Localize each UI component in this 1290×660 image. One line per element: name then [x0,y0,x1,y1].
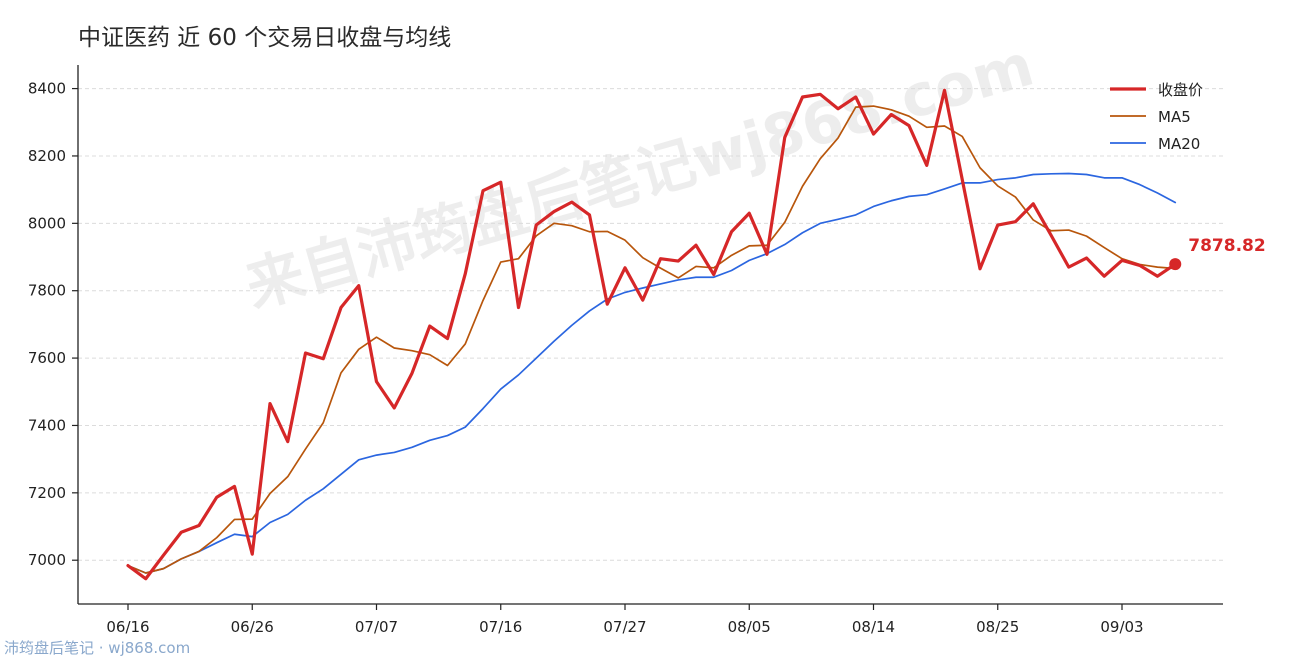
y-tick-label: 7400 [28,416,66,434]
y-tick-label: 8400 [28,80,66,98]
legend-label: 收盘价 [1158,81,1203,99]
legend: 收盘价 MA5 MA20 [1110,81,1203,153]
y-tick-label: 7000 [28,551,66,569]
last-value-label: 7878.82 [1188,236,1265,256]
x-tick-label: 07/16 [479,618,522,636]
series-line-ma5 [127,105,1177,574]
legend-label: MA20 [1158,135,1200,153]
y-tick-label: 7200 [28,484,66,502]
y-tick-label: 7600 [28,349,66,367]
x-tick-label: 08/25 [976,618,1019,636]
x-tick-label: 08/14 [852,618,895,636]
series-line-ma20 [127,172,1177,574]
x-tick-label: 06/16 [106,618,149,636]
x-tick-label: 07/27 [603,618,646,636]
footer-watermark: 沛筠盘后笔记 · wj868.com [4,639,190,657]
series-layer [126,88,1177,581]
y-tick-label: 8200 [28,147,66,165]
watermark-text: 来自沛筠盘后笔记wj868.com [238,31,1040,321]
x-tick-label: 07/07 [355,618,398,636]
last-point-marker [1169,258,1182,271]
y-tick-label: 7800 [28,282,66,300]
x-tick-label: 06/26 [231,618,274,636]
legend-label: MA5 [1158,108,1191,126]
x-tick-label: 08/05 [728,618,771,636]
axes: 7000 7200 7400 7600 7800 8000 8200 8400 06/16 06/… [28,65,1223,636]
y-tick-label: 8000 [28,214,66,232]
series-line-close [126,88,1177,581]
data-labels: 7878.82 [1169,236,1266,271]
x-tick-label: 09/03 [1100,618,1143,636]
grid [78,88,1223,561]
chart-title: 中证医药 近 60 个交易日收盘与均线 [78,25,451,51]
